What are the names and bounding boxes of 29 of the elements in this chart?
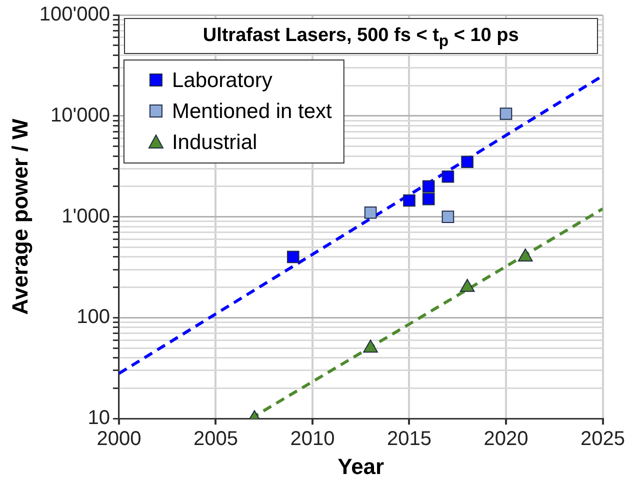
- point: [461, 156, 474, 168]
- point: [363, 340, 378, 353]
- point: [286, 250, 300, 264]
- point: [403, 194, 416, 207]
- x-axis-title: Year: [338, 454, 385, 479]
- x-tick-label: 2020: [484, 428, 528, 450]
- x-tick-label: 2005: [193, 428, 238, 450]
- point: [442, 210, 454, 223]
- y-tick-label: 10: [88, 407, 110, 430]
- y-tick-label: 100: [76, 306, 110, 328]
- point: [500, 108, 512, 120]
- x-tick-label: 2010: [290, 428, 335, 450]
- x-tick-label: 2015: [386, 428, 432, 450]
- y-axis-title: Average power / W: [7, 118, 32, 315]
- y-tick-label: 100'000: [39, 4, 110, 26]
- y-tick-label: 1'000: [62, 205, 110, 228]
- point: [518, 248, 533, 262]
- x-tick-label: 2000: [96, 428, 142, 450]
- y-tick-label: 10'000: [50, 104, 110, 126]
- point: [442, 170, 454, 183]
- legend-label: Industrial: [172, 130, 258, 154]
- title-frame: Ultrafast Lasers, 500 fs < t$_{p}$ < 10 ps: [124, 18, 598, 54]
- point: [460, 278, 475, 292]
- point: [422, 192, 435, 206]
- legend-label: Laboratory: [172, 68, 273, 92]
- x-tick-label: 2025: [580, 428, 626, 450]
- point: [422, 180, 435, 193]
- point: [364, 206, 377, 219]
- legend-label: Mentioned in text: [172, 100, 332, 123]
